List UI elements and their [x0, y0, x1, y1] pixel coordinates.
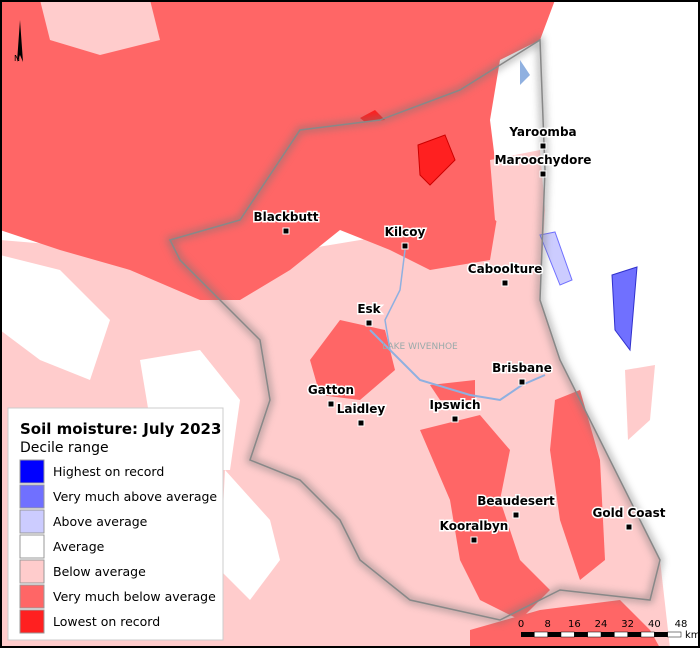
scale-segment — [521, 632, 535, 637]
legend-label: Highest on record — [53, 464, 164, 479]
legend-items: Highest on record Very much above average… — [19, 459, 217, 634]
town-marker — [625, 523, 633, 531]
town-marker — [512, 511, 520, 519]
town-marker — [365, 319, 373, 327]
town-label: Maroochydore — [495, 153, 592, 167]
scale-tick-label: 48 — [675, 619, 688, 630]
scale-segment — [667, 631, 682, 638]
legend-swatch — [19, 584, 45, 609]
town-label: Brisbane — [492, 361, 552, 375]
water-label: LAKE WIVENHOE — [382, 342, 458, 352]
north-arrow — [17, 20, 23, 62]
town-marker — [401, 242, 409, 250]
town-label: Beaudesert — [477, 494, 555, 508]
town-label: Ipswich — [429, 398, 480, 412]
town-label: Gold Coast — [592, 506, 665, 520]
legend-swatch — [19, 459, 45, 484]
scale-tick-label: 24 — [595, 619, 608, 630]
town-marker — [451, 415, 459, 423]
region-lowest-on-record — [417, 134, 456, 186]
legend-label: Average — [53, 539, 105, 554]
legend-swatch — [19, 484, 45, 509]
scale-segment — [534, 631, 548, 638]
legend-swatch — [19, 534, 45, 559]
scale-segment — [560, 631, 575, 638]
legend: Soil moisture: July 2023 Decile range Hi… — [7, 407, 224, 641]
town-marker — [518, 378, 526, 386]
scale-segment — [601, 632, 615, 637]
region-below-average — [40, 0, 160, 55]
scale-segment — [587, 631, 602, 638]
region-above-average — [539, 231, 573, 286]
region-very-much-below-average — [310, 320, 395, 400]
legend-label: Below average — [53, 564, 146, 579]
legend-swatch — [19, 609, 45, 634]
scale-unit: km — [685, 630, 700, 641]
town-marker — [282, 227, 290, 235]
town-label: Gatton — [308, 383, 354, 397]
scale-tick-label: 32 — [621, 619, 634, 630]
town-label: Blackbutt — [253, 210, 318, 224]
legend-title: Soil moisture: July 2023 — [20, 420, 221, 438]
catchment-boundary — [168, 38, 661, 621]
town-label: Kooralbyn — [440, 519, 509, 533]
legend-label: Very much above average — [53, 489, 217, 504]
town-marker — [539, 170, 547, 178]
scale-segment — [614, 631, 628, 638]
towns: Yaroomba Maroochydore Blackbutt Kilcoy Caboo… — [252, 124, 667, 544]
region-average — [0, 255, 110, 380]
legend-swatch — [19, 509, 45, 534]
town-marker — [539, 142, 547, 150]
town-label: Laidley — [337, 402, 386, 416]
region-very-much-below-average — [0, 0, 555, 300]
region-below-average — [625, 365, 655, 440]
town-marker — [501, 279, 509, 287]
town-label: Kilcoy — [385, 225, 426, 239]
scale-segment — [640, 631, 655, 638]
town-marker — [327, 400, 335, 408]
legend-label: Lowest on record — [53, 614, 160, 629]
scale-segment — [547, 632, 561, 637]
town-label: Esk — [357, 302, 381, 316]
scale-tick-label: 8 — [544, 619, 550, 630]
legend-label: Very much below average — [53, 589, 216, 604]
scale-segment — [654, 632, 668, 637]
legend-subtitle: Decile range — [20, 440, 109, 456]
town-label: Caboolture — [468, 262, 542, 276]
region-very-much-below-average — [420, 415, 550, 620]
scale-tick-label: 16 — [568, 619, 581, 630]
town-label: Yaroomba — [508, 125, 576, 139]
region-very-much-above-average — [611, 266, 638, 352]
town-marker — [357, 419, 365, 427]
lake — [520, 60, 530, 85]
legend-swatch — [19, 559, 45, 584]
north-label: N — [14, 54, 20, 63]
town-marker — [470, 536, 478, 544]
region-very-much-below-average — [550, 390, 605, 580]
scale-tick-label: 40 — [648, 619, 661, 630]
river — [384, 249, 406, 351]
scale-segment — [574, 632, 588, 637]
legend-label: Above average — [53, 514, 148, 529]
region-below-average — [490, 150, 545, 240]
region-average — [220, 470, 280, 600]
scale-segment — [627, 632, 641, 637]
scale-tick-label: 0 — [518, 619, 524, 630]
